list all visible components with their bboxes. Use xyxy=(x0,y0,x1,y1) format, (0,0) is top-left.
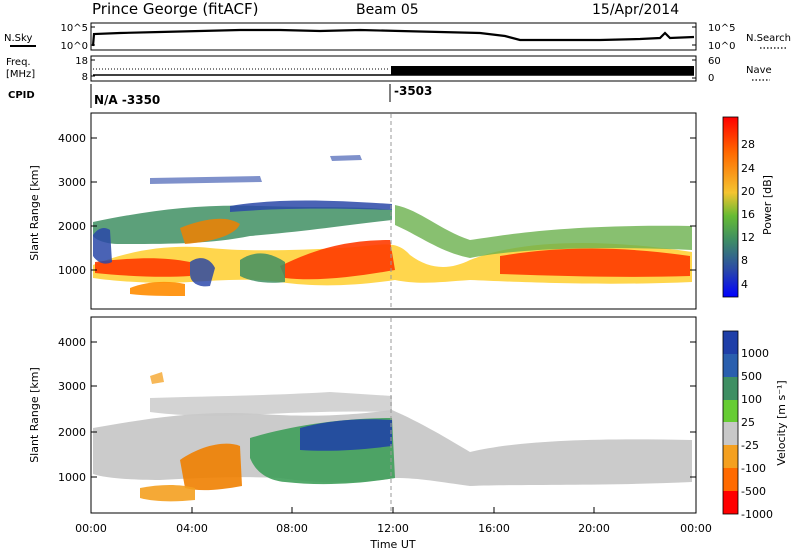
xtick-1200: 12:00 xyxy=(377,522,409,535)
power-cbar-tick-8: 8 xyxy=(741,254,748,267)
velocity-cbar-tick-25: 25 xyxy=(741,416,755,429)
power-colorbar-label: Power [dB] xyxy=(761,175,774,235)
velocity-cbar-tick-minus1000: -1000 xyxy=(741,508,773,521)
velocity-cbar-tick-1000: 1000 xyxy=(741,347,769,360)
power-patch-mid-core xyxy=(180,218,240,244)
freq-tick-low: 8 xyxy=(82,72,88,83)
velocity-ytick-3000: 3000 xyxy=(58,380,86,393)
xtick-0400: 04:00 xyxy=(176,522,208,535)
power-panel: 1000 2000 3000 4000 Slant Range [km] 28 … xyxy=(28,112,774,310)
time-axis-ticks xyxy=(90,507,697,513)
power-ylabel: Slant Range [km] xyxy=(28,165,41,261)
beam-label: Beam 05 xyxy=(356,2,419,18)
date-label: 15/Apr/2014 xyxy=(592,2,679,18)
velocity-cbar-tick-100: 100 xyxy=(741,393,762,406)
freq-panel-ticks xyxy=(91,59,696,79)
velocity-panel: 1000 2000 3000 4000 Slant Range [km] 100… xyxy=(28,316,788,521)
nave-tick-low: 0 xyxy=(708,73,714,84)
power-patch-dawn-blue xyxy=(190,258,215,287)
velocity-y-ticks xyxy=(91,341,696,478)
power-cbar-tick-4: 4 xyxy=(741,278,748,291)
power-patch-scatter-high xyxy=(150,155,362,184)
power-patch-upper-streak xyxy=(230,200,392,212)
freq-label-line2: [MHz] xyxy=(6,69,35,80)
power-cbar-tick-24: 24 xyxy=(741,162,755,175)
cpid-label: CPID xyxy=(8,90,35,101)
noise-panel-ticks xyxy=(91,26,696,46)
velocity-cbar-tick-minus25: -25 xyxy=(741,439,759,452)
velocity-ytick-1000: 1000 xyxy=(58,471,86,484)
power-ytick-3000: 3000 xyxy=(58,176,86,189)
velocity-patch-scatter-orange xyxy=(150,372,164,384)
cpid-value-start: N/A -3350 xyxy=(94,93,160,107)
velocity-cbar-tick-minus500: -500 xyxy=(741,485,766,498)
freq-tick-high: 18 xyxy=(75,56,88,67)
power-patch-scatter-left xyxy=(93,227,112,264)
power-patch-mid-band xyxy=(93,205,392,244)
nsearch-tick-low: 10^0 xyxy=(708,41,735,52)
xtick-2000: 20:00 xyxy=(578,522,610,535)
velocity-ylabel: Slant Range [km] xyxy=(28,367,41,463)
xtick-1600: 16:00 xyxy=(478,522,510,535)
xlabel: Time UT xyxy=(369,538,415,551)
nsearch-label: N.Search xyxy=(746,33,791,44)
nsky-label: N.Sky xyxy=(4,33,32,44)
velocity-patch-orange-low xyxy=(140,485,195,502)
xtick-0000: 00:00 xyxy=(75,522,107,535)
power-patch-lower-core xyxy=(95,240,690,280)
power-cbar-tick-16: 16 xyxy=(741,208,755,221)
velocity-data xyxy=(93,372,692,502)
power-patch-morning-low xyxy=(240,253,285,283)
xtick-0800: 08:00 xyxy=(276,522,308,535)
xtick-2400: 00:00 xyxy=(680,522,712,535)
freq-label-line1: Freq. xyxy=(6,57,31,68)
velocity-patch-blue xyxy=(300,419,392,451)
nsky-trace xyxy=(91,28,695,47)
power-cbar-tick-12: 12 xyxy=(741,231,755,244)
noise-panel xyxy=(90,22,697,51)
power-patch-early-low xyxy=(130,281,185,296)
cpid-value-change: -3503 xyxy=(394,84,432,98)
power-colorbar xyxy=(722,116,739,298)
power-patch-post-noon xyxy=(395,205,692,258)
station-title: Prince George (fitACF) xyxy=(92,0,258,18)
nsearch-tick-high: 10^5 xyxy=(708,23,735,34)
velocity-colorbar xyxy=(722,330,739,515)
velocity-patch-orange xyxy=(180,443,242,491)
velocity-cbar-tick-minus100: -100 xyxy=(741,462,766,475)
nsky-tick-low: 10^0 xyxy=(61,41,88,52)
velocity-patch-upper-grey xyxy=(150,392,392,416)
nave-tick-high: 60 xyxy=(708,56,721,67)
power-cbar-tick-20: 20 xyxy=(741,185,755,198)
power-ytick-2000: 2000 xyxy=(58,220,86,233)
velocity-ytick-2000: 2000 xyxy=(58,426,86,439)
nave-trace-dense xyxy=(391,66,694,75)
power-y-ticks xyxy=(91,137,696,271)
velocity-cbar-tick-500: 500 xyxy=(741,370,762,383)
power-ytick-4000: 4000 xyxy=(58,132,86,145)
nave-label: Nave xyxy=(746,65,772,76)
velocity-colorbar-label: Velocity [m s⁻¹] xyxy=(775,380,788,465)
velocity-ytick-4000: 4000 xyxy=(58,336,86,349)
freq-panel xyxy=(90,55,697,82)
power-cbar-tick-28: 28 xyxy=(741,138,755,151)
power-ytick-1000: 1000 xyxy=(58,264,86,277)
nsky-tick-high: 10^5 xyxy=(61,23,88,34)
power-data xyxy=(93,155,692,296)
